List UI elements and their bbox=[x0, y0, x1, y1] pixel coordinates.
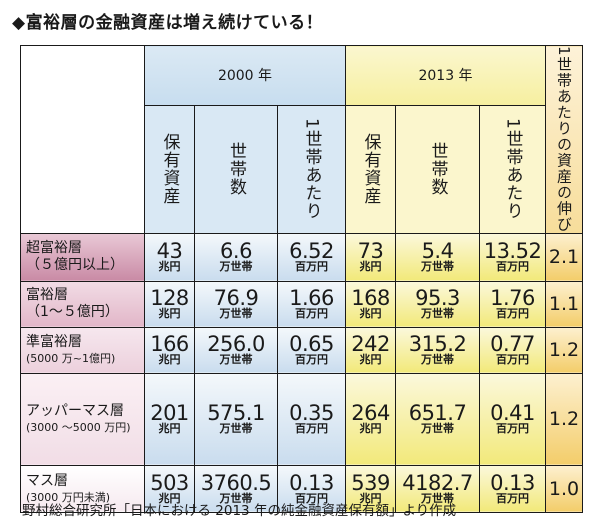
corner-cell bbox=[20, 45, 145, 234]
header-year-2013: 2013 年 bbox=[345, 45, 547, 106]
row-label: 準富裕層 (5000 万~1億円) bbox=[20, 326, 145, 374]
growth-value: 2.1 bbox=[545, 232, 584, 282]
row-label: アッパーマス層 (3000 ～5000 万円) bbox=[20, 372, 145, 466]
source-note: 野村総合研究所「日本における 2013 年の純金融資産保有額」より作成 bbox=[22, 503, 457, 519]
header-per-2000: 1世帯あたり bbox=[301, 118, 322, 221]
header-per-2013: 1世帯あたり bbox=[502, 118, 523, 221]
header-households-2000: 世帯数 bbox=[226, 142, 246, 197]
row-label: 超富裕層 （５億円以上） bbox=[20, 232, 145, 282]
table-row: アッパーマス層 (3000 ～5000 万円) 201 兆円 575.1 万世帯 0… bbox=[20, 372, 584, 466]
row-label: 富裕層 （1～５億円） bbox=[20, 280, 145, 328]
growth-value: 1.2 bbox=[545, 326, 584, 374]
header-assets-2013: 保有資産 bbox=[360, 133, 381, 206]
growth-value: 1.2 bbox=[545, 372, 584, 466]
table-row: 超富裕層 （５億円以上） 43 兆円 6.6 万世帯 6.52 百万円 73 兆円 5.… bbox=[20, 232, 584, 282]
table-row: 富裕層 （1～５億円） 128 兆円 76.9 万世帯 1.66 百万円 168 兆円 … bbox=[20, 280, 584, 328]
page-title: ◆富裕層の金融資産は増え続けている！ bbox=[12, 13, 324, 33]
table-row: マス層 (3000 万円未満) 503 兆円 3760.5 万世帯 0.13 百万円 … bbox=[20, 464, 584, 513]
header-households-2013: 世帯数 bbox=[427, 142, 448, 197]
table-row: 準富裕層 (5000 万~1億円) 166 兆円 256.0 万世帯 0.65 百万円… bbox=[20, 326, 584, 374]
header-year-2000: 2000 年 bbox=[143, 45, 347, 106]
header-assets-2000: 保有資産 bbox=[159, 133, 180, 206]
row-label: マス層 (3000 万円未満) bbox=[20, 464, 145, 513]
wealth-table: 2000 年 2013 年 1世帯あたりの資産の伸び 保有資産 世帯数 1世帯あ… bbox=[20, 45, 584, 513]
growth-value: 1.1 bbox=[545, 280, 584, 328]
header-growth: 1世帯あたりの資産の伸び bbox=[545, 45, 584, 234]
growth-value: 1.0 bbox=[545, 464, 584, 513]
